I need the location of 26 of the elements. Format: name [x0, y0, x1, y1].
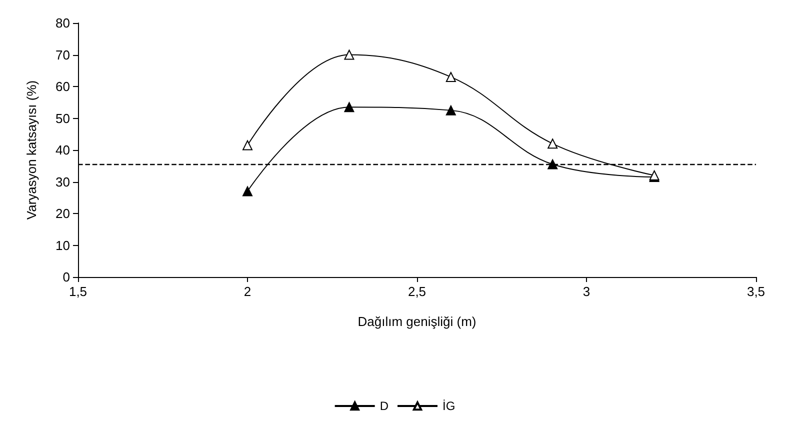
- point: [548, 159, 558, 170]
- point: [242, 186, 252, 196]
- y-tick-label: 20: [56, 206, 70, 221]
- point: [242, 140, 252, 150]
- point: [548, 138, 558, 149]
- x-axis-title: Dağılım genişliği (m): [358, 314, 476, 329]
- point: [446, 105, 456, 116]
- y-tick-label: 40: [56, 142, 70, 158]
- y-tick-label: 60: [56, 79, 70, 94]
- y-tick-label: 80: [56, 16, 70, 30]
- x-tick-label: 1,5: [68, 284, 88, 299]
- legend-label: İG: [442, 399, 456, 413]
- point: [344, 50, 354, 60]
- y-tick-label: 0: [62, 270, 70, 284]
- y-tick-label: 70: [56, 47, 70, 62]
- y-tick-label: 10: [56, 238, 70, 253]
- point: [344, 102, 354, 112]
- x-tick-label: 3,5: [746, 284, 766, 299]
- x-tick-label: 2,5: [408, 284, 426, 299]
- x-tick-label: 2: [244, 284, 252, 299]
- legend-label: D: [380, 399, 389, 413]
- x-tick-label: 3: [582, 284, 590, 299]
- y-tick-label: 50: [56, 110, 70, 126]
- y-axis-title: Varyasyon katsayısı (%): [24, 80, 39, 220]
- point: [446, 72, 456, 82]
- y-tick-label: 30: [56, 174, 70, 190]
